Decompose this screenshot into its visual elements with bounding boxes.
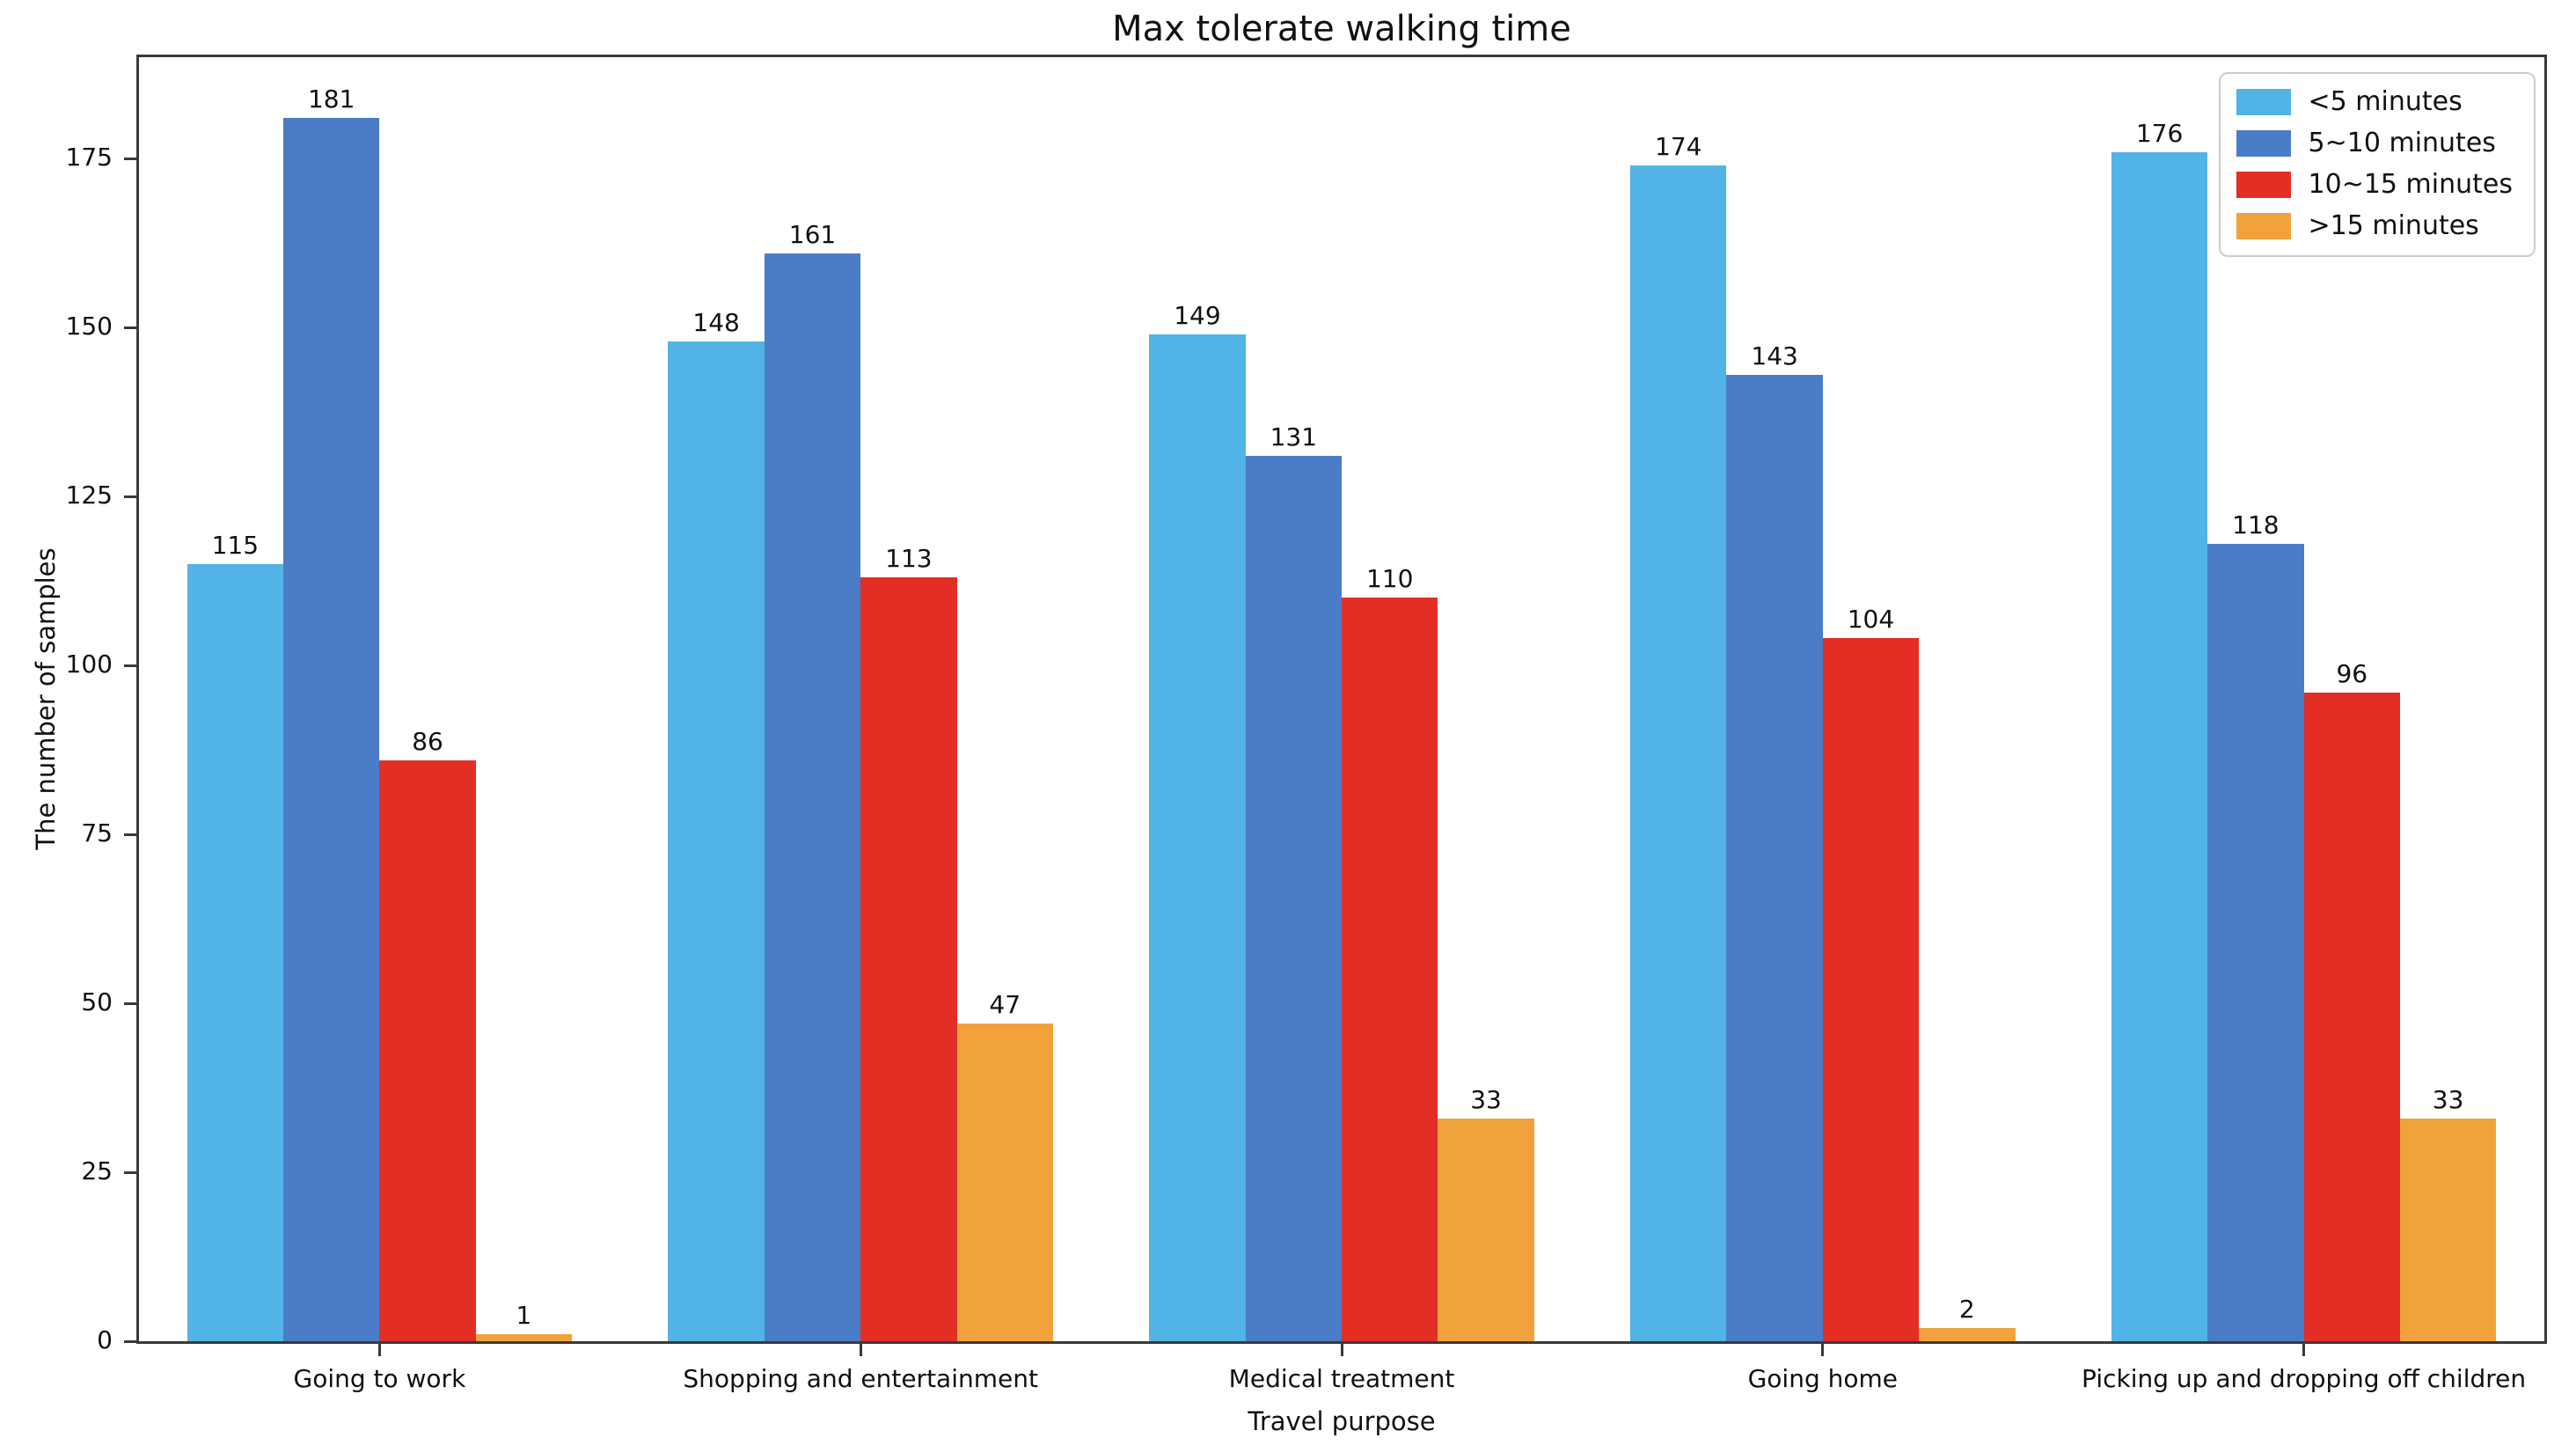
bar-1015minutes-2: 110 — [1342, 564, 1438, 1341]
bar-5minutes-2: 149 — [1149, 301, 1246, 1341]
bar-5minutes-3: 174 — [1630, 132, 1727, 1341]
bar-510minutes-3: 143 — [1726, 341, 1823, 1341]
y-tick-label: 75 — [81, 818, 113, 848]
bar-value-label: 148 — [692, 307, 740, 337]
bar-5minutes-1: 148 — [668, 308, 765, 1341]
legend-swatch — [2236, 88, 2291, 115]
bar-510minutes-4: 118 — [2207, 510, 2304, 1341]
x-tick-mark — [377, 1344, 381, 1356]
bar-510minutes-2: 131 — [1245, 422, 1342, 1341]
y-tick-mark — [124, 833, 136, 836]
legend: <5 minutes 5~10 minutes 10~15 minutes >15 m… — [2218, 72, 2536, 257]
bar-value-label: 110 — [1365, 564, 1414, 594]
bar-value-label: 96 — [2336, 658, 2368, 688]
bar-1015minutes-0: 86 — [379, 727, 476, 1341]
bar-15minutes-1: 47 — [956, 990, 1053, 1341]
legend-item: 5~10 minutes — [2236, 128, 2513, 158]
x-tick-label: Going to work — [293, 1364, 466, 1393]
y-tick-label: 50 — [81, 987, 113, 1017]
chart-title: Max tolerate walking time — [1112, 9, 1571, 49]
y-tick-mark — [124, 157, 136, 160]
bar-5minutes-0: 115 — [187, 531, 284, 1341]
bar-value-label: 118 — [2232, 510, 2280, 539]
bar-1015minutes-4: 96 — [2303, 659, 2400, 1341]
y-tick-mark — [124, 1339, 136, 1343]
y-tick-label: 125 — [65, 481, 113, 510]
x-tick-mark — [1821, 1344, 1825, 1356]
y-tick-label: 175 — [65, 143, 113, 172]
bar-value-label: 181 — [307, 84, 355, 114]
legend-label: 5~10 minutes — [2308, 128, 2496, 158]
y-tick-mark — [124, 1170, 136, 1174]
x-axis-label: Travel purpose — [1248, 1406, 1436, 1436]
bar-value-label: 161 — [788, 219, 837, 249]
x-tick-label: Medical treatment — [1228, 1364, 1455, 1393]
y-tick-label: 100 — [65, 649, 113, 679]
bar-value-label: 115 — [211, 530, 260, 560]
plot-area: 115 181 86 1 148 161 113 47 149 131 110 33 174 143 104… — [136, 55, 2547, 1344]
bar-value-label: 33 — [1470, 1084, 1502, 1114]
x-tick-label: Picking up and dropping off children — [2082, 1364, 2527, 1393]
bar-value-label: 104 — [1847, 605, 1895, 635]
bar-value-label: 113 — [885, 544, 933, 574]
legend-item: >15 minutes — [2236, 210, 2513, 241]
bar-value-label: 174 — [1655, 131, 1702, 161]
bar-510minutes-0: 181 — [283, 84, 380, 1341]
bar-1015minutes-3: 104 — [1822, 605, 1920, 1341]
y-tick-mark — [124, 1002, 136, 1005]
y-tick-mark — [124, 664, 136, 667]
y-tick-mark — [124, 326, 136, 329]
legend-swatch — [2236, 171, 2291, 198]
bar-510minutes-1: 161 — [764, 220, 861, 1341]
bar-5minutes-4: 176 — [2111, 119, 2208, 1341]
legend-label: 10~15 minutes — [2308, 169, 2513, 200]
bar-value-label: 47 — [989, 990, 1021, 1020]
y-tick-label: 0 — [97, 1325, 113, 1354]
legend-item: 10~15 minutes — [2236, 169, 2513, 200]
bar-15minutes-2: 33 — [1438, 1085, 1534, 1341]
y-axis-label: The number of samples — [31, 547, 61, 850]
bar-1015minutes-1: 113 — [860, 544, 957, 1341]
bar-15minutes-4: 33 — [2399, 1085, 2497, 1341]
x-tick-label: Shopping and entertainment — [683, 1364, 1038, 1393]
bar-value-label: 149 — [1174, 300, 1221, 330]
legend-item: <5 minutes — [2236, 86, 2513, 117]
bar-value-label: 86 — [412, 726, 443, 756]
bar-15minutes-3: 2 — [1919, 1295, 2016, 1341]
x-tick-mark — [1340, 1344, 1343, 1356]
legend-label: <5 minutes — [2308, 86, 2463, 117]
x-tick-mark — [859, 1344, 862, 1356]
legend-swatch — [2236, 129, 2291, 157]
legend-label: >15 minutes — [2308, 210, 2479, 241]
y-tick-label: 25 — [81, 1156, 113, 1186]
x-tick-mark — [2302, 1344, 2306, 1356]
bar-value-label: 143 — [1751, 341, 1798, 371]
bar-value-label: 176 — [2135, 118, 2184, 148]
legend-swatch — [2236, 212, 2291, 239]
y-tick-label: 150 — [65, 312, 113, 341]
x-tick-label: Going home — [1747, 1364, 1898, 1393]
bar-value-label: 33 — [2432, 1084, 2464, 1114]
bar-value-label: 131 — [1270, 422, 1318, 452]
bar-value-label: 1 — [516, 1301, 532, 1331]
bar-value-label: 2 — [1958, 1294, 1975, 1324]
y-tick-mark — [124, 495, 136, 498]
bar-15minutes-0: 1 — [475, 1301, 573, 1341]
